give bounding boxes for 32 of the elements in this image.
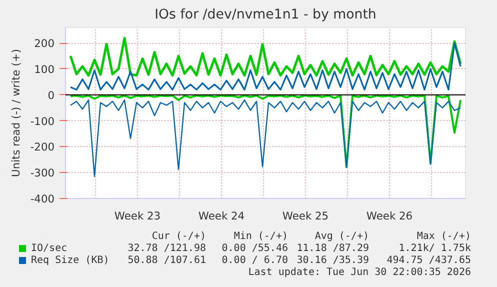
text: 50.88 /107.61 (128, 254, 206, 268)
text: Avg (-/+) (314, 230, 369, 244)
text: 11.18 /87.29 (296, 242, 369, 256)
y-tick-label: -400 (30, 192, 55, 206)
text: Min (-/+) (234, 230, 288, 244)
text: 0.00 /55.46 (222, 242, 288, 256)
legend-label: IO/sec (31, 242, 68, 255)
chart-title: IOs for /dev/nvme1n1 - by month (154, 8, 376, 22)
y-tick-label: 0 (48, 88, 55, 102)
text: 32.78 /121.98 (128, 242, 206, 256)
x-tick-label: Week 24 (198, 210, 245, 222)
text: Max (-/+) (416, 230, 471, 243)
line-series (70, 94, 462, 168)
x-tick-label: Week 25 (282, 210, 329, 222)
y-tick-label: -100 (30, 114, 55, 128)
line-series (70, 99, 462, 178)
y-tick-label: -300 (30, 166, 55, 180)
legend-label: Req Size (KB) (31, 254, 110, 268)
text: Cur (-/+) (152, 230, 206, 244)
text: 30.16 /35.39 (296, 254, 369, 267)
line-series (69, 36, 462, 77)
text: 0.00 / 6.70 (222, 254, 288, 267)
line-series (70, 42, 462, 90)
y-tick-label: 100 (34, 62, 55, 76)
text: 494.75 /437.65 (386, 254, 471, 268)
x-tick-label: Week 23 (114, 210, 161, 222)
y-tick-label: 200 (34, 37, 55, 50)
y-tick-label: -200 (30, 140, 55, 154)
y-axis-title: Units read (-) / write (+) (9, 49, 22, 177)
text: Last update: Tue Jun 30 22:00:35 2026 (248, 266, 471, 280)
x-tick-label: Week 26 (366, 210, 413, 222)
text: 1.21k/ 1.75k (398, 242, 471, 256)
